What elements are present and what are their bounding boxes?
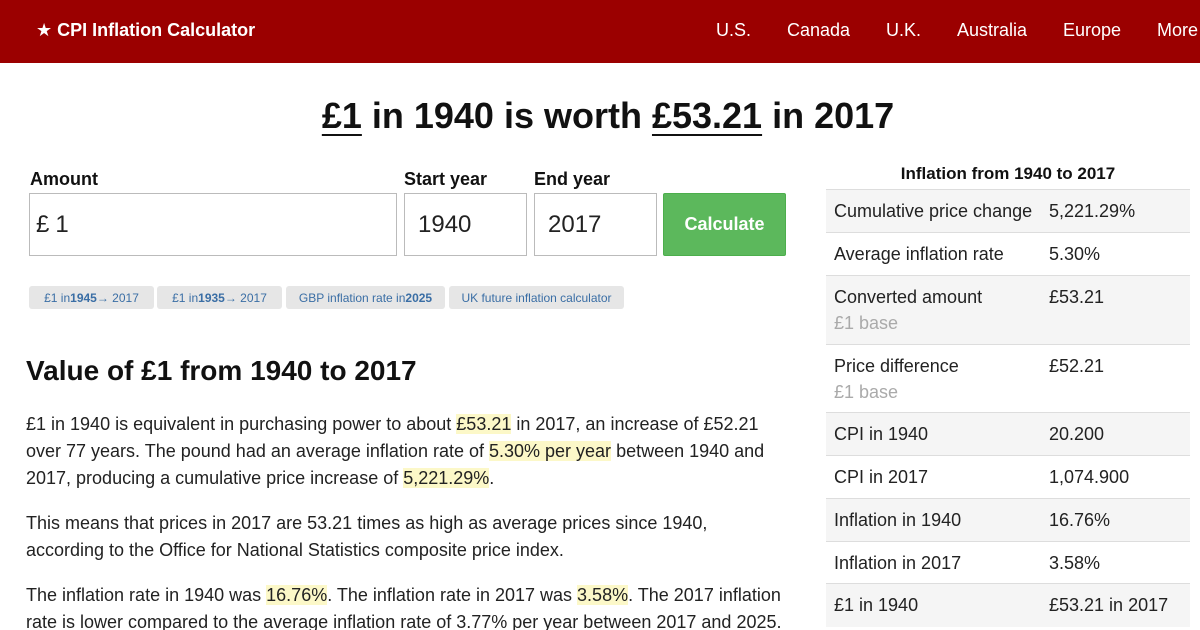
nav-link-us[interactable]: U.S. [716,20,752,40]
page-title: £1 in 1940 is worth £53.21 in 2017 [0,95,1200,137]
start-year-field[interactable] [404,193,527,256]
paragraph-text: . [489,468,495,488]
stat-value: 16.76% [1049,510,1111,530]
highlight-value: £53.21 [456,414,512,434]
stat-value: 3.58% [1049,553,1101,573]
table-row: Converted amount £1 base £53.21 [826,275,1190,345]
stat-sublabel: £1 base [834,382,899,402]
stat-value: 20.200 [1049,424,1105,444]
paragraph-text: . The 2017 inflation rate is lower compa… [26,585,782,630]
nav-link-canada[interactable]: Canada [787,20,851,40]
end-year-input[interactable] [548,210,656,239]
table-row: Price difference £1 base £52.21 [826,344,1190,413]
table-row: CPI in 2017 1,074.900 [826,455,1190,499]
inflation-paragraph: The inflation rate in 1940 was 16.76%. T… [26,582,796,630]
highlight-value: 3.58% [577,585,629,605]
chip-link-1935[interactable]: £1 in 1935 → 2017 [157,286,282,309]
end-year-field[interactable] [534,193,657,256]
stat-value: £52.21 [1049,356,1105,376]
paragraph-text: £1 in 1940 is equivalent in purchasing p… [26,414,457,434]
paragraph-text: between 1940 and 2017, producing a cumul… [26,441,765,488]
chip-link-future-calculator[interactable]: UK future inflation calculator [449,286,624,309]
chip-text: → 2017 [224,290,267,305]
sidebar-title: Inflation from 1940 to 2017 [900,164,1116,183]
chip-bold: 2025 [405,290,433,305]
start-year-input[interactable] [418,210,526,239]
stat-label: CPI in 1940 [826,413,1049,456]
amount-input[interactable] [55,210,396,239]
stat-label-text: £1 in 1940 [834,595,919,615]
start-year-label: Start year [404,169,488,189]
highlight-value: 5,221.29% [403,468,490,488]
nav-link-europe[interactable]: Europe [1063,20,1122,40]
amount-field[interactable]: £ [29,193,397,256]
stat-value: 1,074.900 [1049,467,1130,487]
summary-paragraph: £1 in 1940 is equivalent in purchasing p… [26,411,796,492]
calculate-button[interactable]: Calculate [663,193,786,256]
table-row: £1 in 1940 £53.21 in 2017 [826,583,1190,627]
chip-text: UK future inflation calculator [461,290,612,305]
stat-value: 5.30% [1049,244,1101,264]
headline-amount: £1 [321,95,362,136]
chip-text: GBP inflation rate in [298,290,406,305]
nav-link-uk[interactable]: U.K. [886,20,922,40]
stat-label: Average inflation rate [826,233,1049,276]
top-navbar: ★ CPI Inflation Calculator U.S. Canada U… [0,0,1200,63]
highlight-value: 16.76% [266,585,328,605]
nav-link-australia[interactable]: Australia [957,20,1028,40]
currency-prefix: £ [36,210,50,238]
chip-link-gbp-rate[interactable]: GBP inflation rate in 2025 [286,286,445,309]
chip-link-1945[interactable]: £1 in 1945 → 2017 [29,286,154,309]
chip-bold: 1945 [70,290,97,305]
stat-label: CPI in 2017 [826,456,1049,499]
stat-label: Price difference £1 base [826,345,1049,413]
section-heading: Value of £1 from 1940 to 2017 [26,355,417,386]
stat-label-text: Inflation in 2017 [834,553,962,573]
end-year-label: End year [534,169,611,189]
cpi-paragraph: This means that prices in 2017 are 53.21… [26,513,708,560]
stat-label: Inflation in 1940 [826,499,1049,542]
chip-text: → 2017 [96,290,139,305]
stat-label-text: CPI in 1940 [834,424,929,444]
paragraph-text: The inflation rate in 1940 was [26,585,267,605]
highlight-value: 5.30% per year [488,441,612,461]
stat-value: £53.21 [1049,287,1105,307]
stat-label-text: Inflation in 1940 [834,510,962,530]
paragraph-text: in 2017, an increase of £52.21 over 77 y… [26,414,759,461]
table-row: Average inflation rate 5.30% [826,232,1190,276]
paragraph-text: . The inflation rate in 2017 was [327,585,578,605]
stat-label: Cumulative price change [826,190,1049,233]
chip-text: £1 in [44,290,71,305]
site-brand-link[interactable]: ★ CPI Inflation Calculator [36,20,256,40]
stat-label-text: CPI in 2017 [834,467,929,487]
stat-label-text: Converted amount [834,287,983,307]
stat-value: 5,221.29% [1049,201,1136,221]
stat-label: Converted amount £1 base [826,276,1049,345]
chip-bold: 1935 [198,290,225,305]
headline-mid-text: in 1940 is worth [361,95,652,136]
table-row: Inflation in 2017 3.58% [826,541,1190,584]
amount-label: Amount [30,169,98,189]
stat-label-text: Average inflation rate [834,244,1004,264]
table-row: CPI in 1940 20.200 [826,412,1190,456]
headline-value: £53.21 [651,95,763,136]
inflation-stats-table: Cumulative price change 5,221.29% Averag… [826,189,1190,627]
chip-text: £1 in [172,290,199,305]
stat-label-text: Price difference [834,356,959,376]
stat-sublabel: £1 base [834,313,899,333]
table-row: Cumulative price change 5,221.29% [826,189,1190,233]
nav-link-more[interactable]: More [1157,20,1199,40]
table-row: Inflation in 1940 16.76% [826,498,1190,542]
headline-tail-text: in 2017 [762,95,895,136]
stat-label: £1 in 1940 [826,584,1049,627]
stat-label: Inflation in 2017 [826,542,1049,584]
stat-value: £53.21 in 2017 [1049,595,1169,615]
stat-label-text: Cumulative price change [834,201,1033,221]
